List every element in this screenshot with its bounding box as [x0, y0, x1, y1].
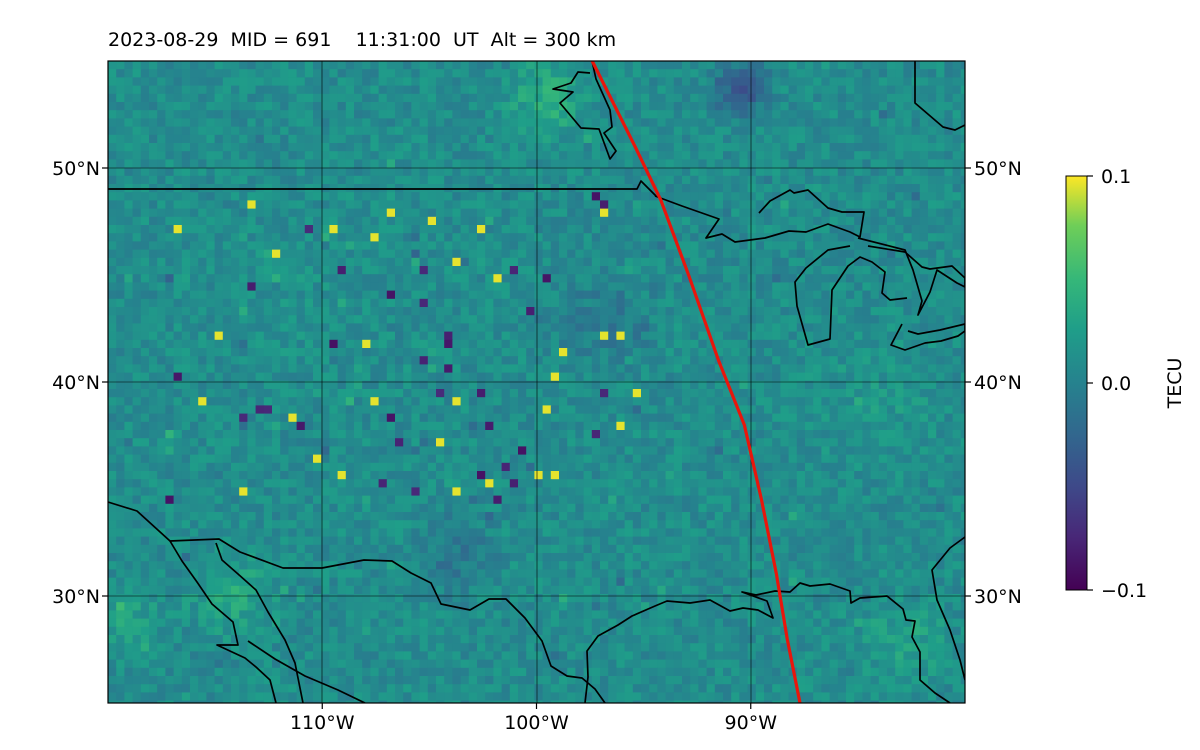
x-tick-label-0: 110°W [290, 712, 355, 734]
gulf-coast-texas-florida [584, 582, 951, 703]
title-mid: MID = 691 [230, 29, 332, 51]
atlantic-coast [931, 536, 965, 681]
y-tick-label-right-2: 30°N [974, 586, 1022, 608]
y-tick-label-right-1: 40°N [974, 372, 1022, 394]
y-tick-label-left-1: 40°N [52, 372, 100, 394]
baja-california-coast [169, 540, 277, 703]
title-date: 2023-08-29 [108, 29, 219, 51]
colorbar: 0.1 0.0 −0.1 TECU [1065, 166, 1186, 602]
axis-tick-labels: 110°W 100°W 90°W 50°N 50°N 40°N 40°N 30°N 30°N [52, 158, 1022, 734]
colorbar-tick-label-2: −0.1 [1101, 580, 1147, 602]
colorbar-tick-label-0: 0.1 [1101, 166, 1131, 188]
gulf-of-california-coast [215, 542, 304, 703]
y-tick-label-left-2: 30°N [52, 586, 100, 608]
y-tick-label-right-0: 50°N [974, 158, 1022, 180]
lake-huron-erie-outline [857, 237, 965, 316]
title-time: 11:31:00 UT [355, 29, 479, 51]
colorbar-label: TECU [1164, 358, 1186, 410]
hudson-bay-coast [914, 61, 965, 131]
x-tick-label-1: 100°W [504, 712, 569, 734]
map-title: 2023-08-29 MID = 691 11:31:00 UT Alt = 3… [108, 29, 616, 51]
y-tick-label-left-0: 50°N [52, 158, 100, 180]
colorbar-gradient [1065, 175, 1088, 591]
title-altitude: Alt = 300 km [490, 29, 617, 51]
lake-winnipeg-outline [552, 61, 617, 160]
colorbar-tick-label-1: 0.0 [1101, 373, 1131, 395]
lake-superior-outline [654, 189, 865, 243]
lake-erie-outline [890, 323, 965, 351]
sinaloa-coast [247, 640, 366, 703]
coastlines-and-borders [108, 61, 965, 703]
mexico-us-border [108, 501, 606, 703]
colorbar-ticks: 0.1 0.0 −0.1 [1087, 166, 1147, 602]
lake-michigan-outline [794, 245, 908, 346]
tec-field [108, 61, 965, 703]
x-tick-label-2: 90°W [725, 712, 778, 734]
solar-terminator-line [590, 61, 802, 703]
axis-ticks [102, 167, 971, 709]
us-canada-border [108, 180, 657, 197]
